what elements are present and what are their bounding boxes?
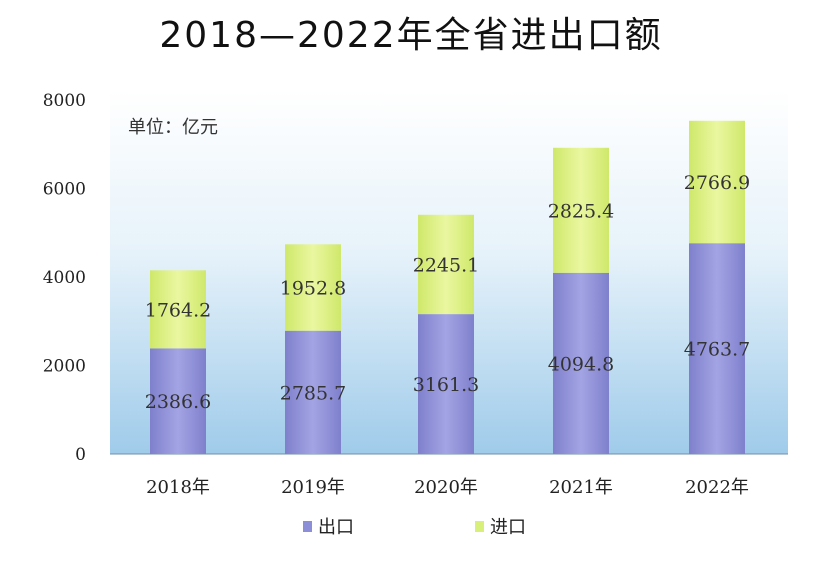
y-tick-label: 4000 — [43, 268, 86, 288]
data-label-export: 2386.6 — [145, 391, 211, 413]
data-label-import: 1952.8 — [280, 278, 346, 300]
bar-import — [285, 244, 341, 331]
x-tick-label: 2021年 — [549, 477, 613, 498]
data-label-import: 1764.2 — [145, 299, 211, 321]
bar-export — [418, 314, 474, 454]
legend-label-import: 进口 — [490, 517, 526, 538]
bar-export — [553, 272, 609, 454]
y-tick-label: 0 — [75, 445, 86, 465]
data-label-export: 4094.8 — [548, 353, 614, 375]
x-tick-label: 2022年 — [685, 477, 749, 498]
bar-import — [553, 147, 609, 273]
bar-import — [418, 214, 474, 315]
unit-label: 单位：亿元 — [128, 117, 218, 138]
x-tick-label: 2018年 — [146, 477, 210, 498]
bar-import — [689, 120, 745, 244]
data-label-import: 2766.9 — [684, 172, 750, 194]
x-tick-label: 2020年 — [414, 477, 478, 498]
bar-export — [150, 348, 206, 454]
data-label-export: 3161.3 — [413, 374, 479, 396]
chart-title: 2018—2022年全省进出口额 — [159, 15, 663, 56]
data-label-import: 2245.1 — [413, 254, 479, 276]
legend-swatch-import — [475, 521, 484, 532]
legend-label-export: 出口 — [318, 517, 354, 538]
y-tick-label: 2000 — [43, 357, 86, 377]
bar-import — [150, 270, 206, 349]
x-tick-label: 2019年 — [281, 477, 345, 498]
data-label-export: 2785.7 — [280, 382, 346, 404]
y-tick-label: 8000 — [43, 91, 86, 111]
data-label-export: 4763.7 — [684, 339, 750, 361]
bar-export — [689, 243, 745, 454]
y-tick-label: 6000 — [43, 180, 86, 200]
data-label-import: 2825.4 — [548, 200, 614, 222]
bar-export — [285, 330, 341, 454]
legend-swatch-export — [303, 521, 312, 532]
